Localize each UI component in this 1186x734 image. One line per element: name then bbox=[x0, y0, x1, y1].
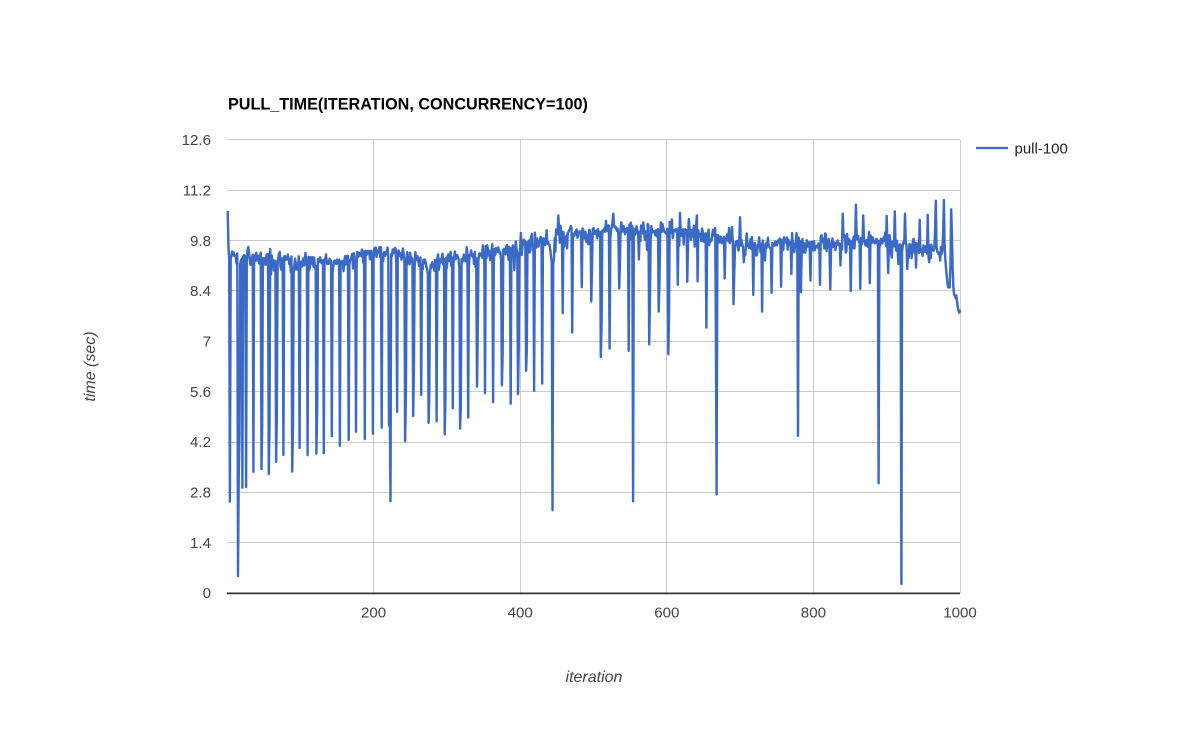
svg-text:5.6: 5.6 bbox=[190, 384, 211, 401]
svg-text:800: 800 bbox=[801, 605, 826, 622]
svg-text:iteration: iteration bbox=[566, 669, 623, 686]
svg-text:600: 600 bbox=[654, 605, 679, 622]
svg-text:0: 0 bbox=[203, 585, 211, 602]
svg-text:PULL_TIME(ITERATION, CONCURREN: PULL_TIME(ITERATION, CONCURRENCY=100) bbox=[228, 96, 588, 114]
svg-text:pull-100: pull-100 bbox=[1015, 141, 1068, 158]
svg-text:8.4: 8.4 bbox=[190, 283, 211, 300]
svg-text:400: 400 bbox=[508, 605, 533, 622]
svg-text:1000: 1000 bbox=[943, 605, 977, 622]
svg-text:1.4: 1.4 bbox=[190, 535, 211, 552]
svg-text:11.2: 11.2 bbox=[183, 182, 211, 199]
svg-text:7: 7 bbox=[203, 333, 211, 350]
svg-text:9.8: 9.8 bbox=[190, 233, 211, 250]
svg-text:4.2: 4.2 bbox=[190, 434, 211, 451]
svg-text:12.6: 12.6 bbox=[182, 132, 211, 149]
svg-text:2.8: 2.8 bbox=[190, 484, 211, 501]
svg-text:200: 200 bbox=[361, 605, 386, 622]
svg-text:time (sec): time (sec) bbox=[82, 331, 99, 401]
